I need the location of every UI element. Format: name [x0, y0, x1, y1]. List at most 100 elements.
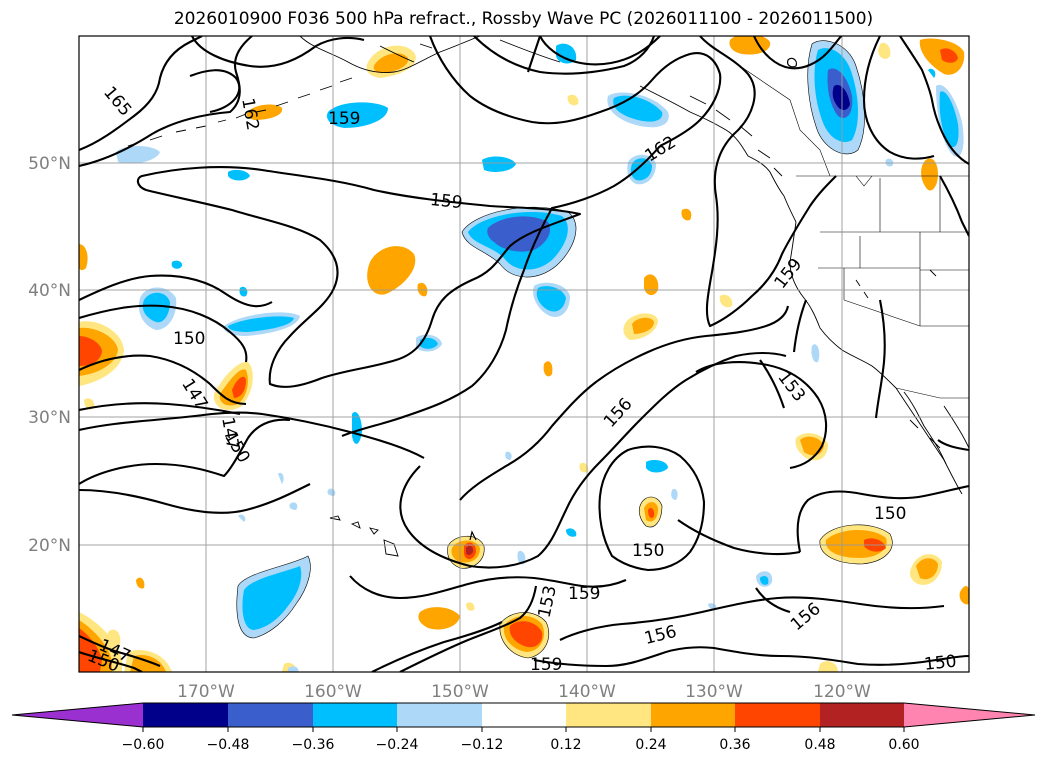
negative-anomaly	[228, 316, 294, 332]
negative-anomaly	[326, 102, 388, 128]
negative-anomaly	[142, 292, 170, 323]
negative-anomaly	[420, 337, 438, 349]
contour-162-e	[899, 36, 969, 165]
contour-label: 150	[632, 541, 664, 561]
colorbar-tick: −0.36	[292, 737, 335, 753]
contour-159-band	[136, 166, 582, 388]
contour-156-center	[399, 351, 787, 569]
map-background	[79, 36, 969, 672]
lat-label-30n: 30°N	[28, 408, 71, 428]
contour-154-e	[792, 299, 807, 353]
contour-165	[79, 36, 203, 151]
contour-147-south	[79, 635, 161, 667]
negative-anomaly	[630, 158, 652, 181]
positive-anomaly	[246, 104, 283, 120]
political-borders	[739, 65, 969, 399]
contour-162-arc	[473, 36, 655, 75]
contour-159-south	[349, 575, 627, 600]
positive-anomaly	[543, 361, 553, 377]
negative-anomaly	[352, 412, 362, 444]
coastlines	[127, 36, 969, 557]
positive-anomaly	[921, 158, 938, 191]
colorbar-tick: −0.48	[207, 737, 250, 753]
contour-label: 159	[530, 655, 562, 675]
positive-anomaly	[579, 462, 589, 473]
contour-label: 159	[429, 190, 463, 213]
colorbar-bin	[397, 703, 482, 727]
positive-anomaly	[108, 629, 121, 647]
positive-anomaly	[818, 661, 838, 672]
small-contour-islands	[469, 57, 797, 541]
colorbar-extend-min	[12, 703, 143, 727]
positive-anomaly	[418, 607, 460, 630]
negative-anomaly	[939, 91, 959, 148]
contour-150-swtail	[79, 483, 311, 514]
colorbar-tick: 0.24	[635, 737, 666, 753]
contour-label: 159	[568, 584, 600, 604]
positive-anomaly	[719, 294, 733, 308]
refractivity-contours	[79, 36, 969, 672]
negative-anomaly	[289, 502, 298, 510]
positive-anomaly	[959, 586, 969, 605]
contour-150-east2	[937, 439, 969, 452]
lon-label-150w: 150°W	[431, 682, 489, 702]
contour-label: 150	[923, 652, 957, 675]
colorbar-bin	[482, 703, 566, 727]
contour-156-west	[79, 274, 273, 308]
negative-anomaly	[505, 451, 512, 460]
contour-161-north	[539, 36, 661, 66]
negative-anomaly	[278, 472, 284, 484]
positive-anomaly	[466, 545, 474, 555]
positive-anomaly	[136, 577, 145, 589]
map-frame	[78, 35, 970, 673]
us-mexico-border	[895, 387, 969, 399]
lon-label-170w: 170°W	[177, 682, 235, 702]
contour-156-south	[559, 596, 945, 641]
graticule	[79, 36, 969, 672]
negative-anomaly	[556, 43, 577, 64]
map-title: 2026010900 F036 500 hPa refract., Rossby…	[173, 9, 874, 29]
contour-153-center	[459, 305, 790, 501]
negative-anomaly	[811, 344, 820, 363]
contour-147	[79, 354, 247, 406]
negative-anomaly	[832, 84, 850, 110]
alaska-coastline	[299, 36, 481, 73]
contour-156-right	[759, 359, 785, 409]
colorbar-bin	[143, 703, 228, 727]
longitude-labels: 170°W 160°W 150°W 140°W 130°W 120°W	[177, 682, 871, 702]
positive-anomaly	[79, 336, 102, 366]
positive-anomaly	[878, 42, 891, 59]
positive-anomaly	[509, 621, 543, 648]
hawaii-islands	[329, 515, 399, 557]
negative-anomaly	[928, 68, 936, 78]
positive-anomaly	[648, 508, 655, 518]
contour-159-ring	[699, 36, 837, 328]
lon-label-130w: 130°W	[685, 682, 743, 702]
positive-anomaly	[916, 558, 938, 580]
contour-158-midrib	[527, 36, 541, 73]
contour-156-se	[755, 587, 791, 614]
colorbar-bin	[313, 703, 397, 727]
contour-153-south	[399, 585, 538, 672]
lon-label-140w: 140°W	[558, 682, 616, 702]
positive-anomaly	[367, 246, 416, 295]
negative-anomaly	[671, 488, 678, 500]
negative-anomaly	[171, 260, 183, 269]
contour-150-mid	[79, 411, 425, 459]
positive-anomaly	[232, 376, 246, 398]
negative-anomaly	[242, 566, 302, 630]
colorbar-tick: 0.36	[719, 737, 750, 753]
lat-label-40n: 40°N	[28, 281, 71, 301]
colorbar-extend-max	[904, 703, 1035, 727]
negative-anomaly	[482, 156, 516, 172]
negative-anomaly	[536, 286, 566, 312]
contour-159-bottom	[533, 646, 969, 668]
bc-coastline	[639, 85, 797, 223]
negative-anomaly	[239, 286, 248, 297]
baja-coastline	[895, 387, 963, 495]
colorbar-tick: 0.60	[888, 737, 919, 753]
positive-anomaly	[466, 602, 475, 611]
positive-anomaly	[632, 317, 654, 334]
contour-label: 159	[328, 109, 360, 129]
